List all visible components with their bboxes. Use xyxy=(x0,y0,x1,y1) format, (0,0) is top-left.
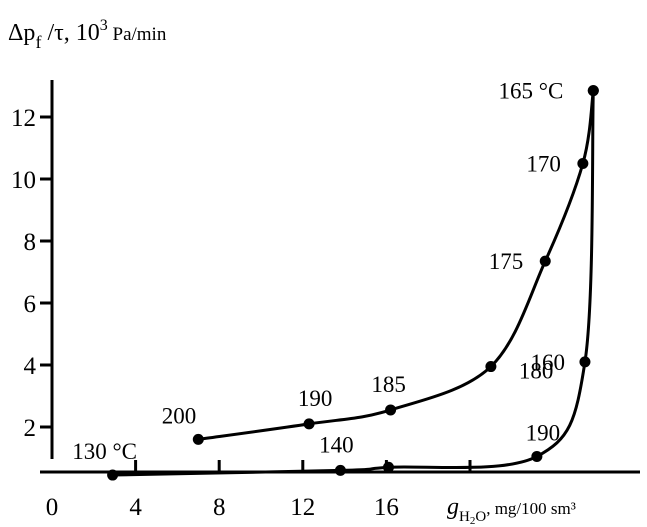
point-label: 190 xyxy=(526,420,561,445)
y-tick-label: 12 xyxy=(11,105,36,132)
point-label: 180 xyxy=(519,359,554,384)
data-point xyxy=(303,418,315,430)
data-point xyxy=(587,85,599,97)
point-label: 200 xyxy=(162,403,197,428)
y-tick-label: 8 xyxy=(24,229,37,256)
series-line-2 xyxy=(112,90,595,477)
point-label: 165 °C xyxy=(499,79,564,104)
data-point xyxy=(577,158,589,169)
data-point xyxy=(579,356,591,368)
point-label: 170 xyxy=(526,152,561,177)
y-tick-label: 2 xyxy=(24,415,37,442)
point-label: 185 xyxy=(371,372,406,397)
y-tick-label: 6 xyxy=(24,291,37,318)
data-point xyxy=(334,464,346,476)
point-label: 160 xyxy=(530,350,565,375)
y-axis-title: Δpf /τ, 103 Pa/min xyxy=(8,17,167,52)
data-point xyxy=(485,361,497,373)
point-label: 175 xyxy=(489,249,524,274)
axes: 2 4 6 8 10 12 0 4 8 12 16 xyxy=(11,80,640,521)
data-points xyxy=(107,85,599,481)
x-axis-title: gH2O, mg/100 sm³ xyxy=(447,494,576,527)
x-tick-label: 12 xyxy=(290,494,315,521)
y-tick-label: 10 xyxy=(11,167,36,194)
point-label: 130 °C xyxy=(72,439,137,464)
x-tick-label: 0 xyxy=(46,494,59,521)
x-tick-label: 4 xyxy=(129,494,142,521)
point-labels: 200 190 185 180 175 170 165 °C 130 °C 140 190 160 xyxy=(72,79,565,464)
x-tick-label: 8 xyxy=(213,494,226,521)
data-point xyxy=(382,461,394,473)
point-label: 190 xyxy=(298,386,333,411)
data-point xyxy=(531,450,543,462)
y-tick-label: 4 xyxy=(24,353,37,380)
point-label: 140 xyxy=(319,432,354,457)
data-point xyxy=(107,469,119,481)
x-tick-label: 16 xyxy=(374,494,399,521)
data-point xyxy=(385,404,397,416)
data-point xyxy=(539,255,551,267)
data-point xyxy=(192,433,204,445)
